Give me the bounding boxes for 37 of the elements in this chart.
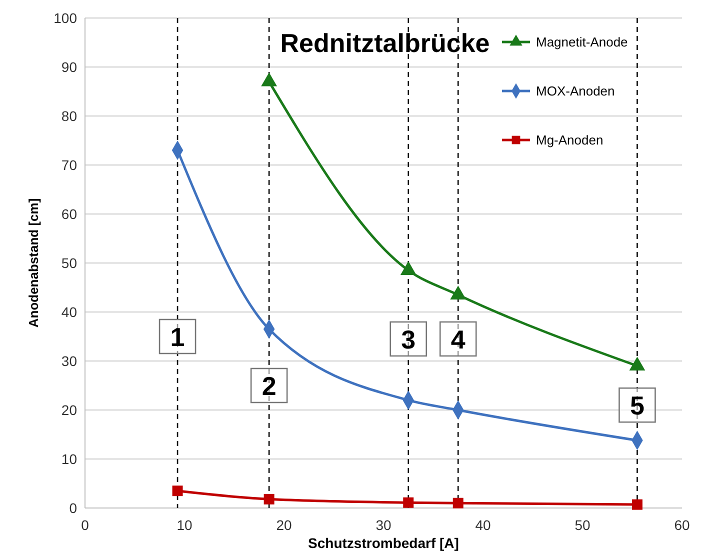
point (403, 497, 414, 508)
x-axis-title: Schutzstrombedarf [A] (308, 535, 459, 551)
y-tick-label: 40 (61, 304, 78, 320)
x-tick-label: 50 (574, 517, 590, 533)
annotation: 5 (630, 390, 644, 420)
y-tick-label: 20 (61, 402, 78, 418)
y-tick-label: 100 (54, 10, 78, 26)
annotation: 2 (262, 370, 276, 401)
y-axis-title: Anodenabstand [cm] (26, 198, 41, 328)
point (452, 498, 464, 508)
x-tick-label: 60 (674, 517, 690, 533)
x-tick-label: 10 (176, 517, 192, 533)
legend-label: MOX-Anoden (536, 84, 615, 99)
x-tick-label: 20 (276, 517, 292, 533)
x-tick-label: 40 (475, 517, 491, 533)
annotation: 3 (401, 324, 416, 354)
y-tick-label: 90 (61, 58, 78, 75)
annotation: 1 (170, 322, 185, 352)
chart-title: Rednitztalbrücke (280, 28, 490, 58)
point (261, 72, 278, 86)
x-tick-label: 30 (376, 517, 392, 533)
x-tick-label: 0 (81, 517, 90, 533)
point (400, 261, 416, 275)
y-tick-label: 30 (61, 352, 78, 369)
legend-label: Mg-Anoden (536, 132, 604, 148)
y-tick-label: 10 (61, 450, 78, 467)
y-tick-label: 70 (61, 156, 78, 173)
point (450, 286, 466, 300)
y-tick-label: 50 (61, 254, 78, 271)
point (632, 499, 642, 510)
point (172, 486, 183, 496)
y-tick-label: 0 (69, 500, 78, 516)
y-tick-label: 80 (61, 108, 78, 124)
legend-label: Magnetit-Anode (536, 34, 628, 50)
y-tick-label: 60 (61, 206, 78, 222)
point (264, 494, 274, 504)
annotation: 4 (450, 324, 466, 354)
